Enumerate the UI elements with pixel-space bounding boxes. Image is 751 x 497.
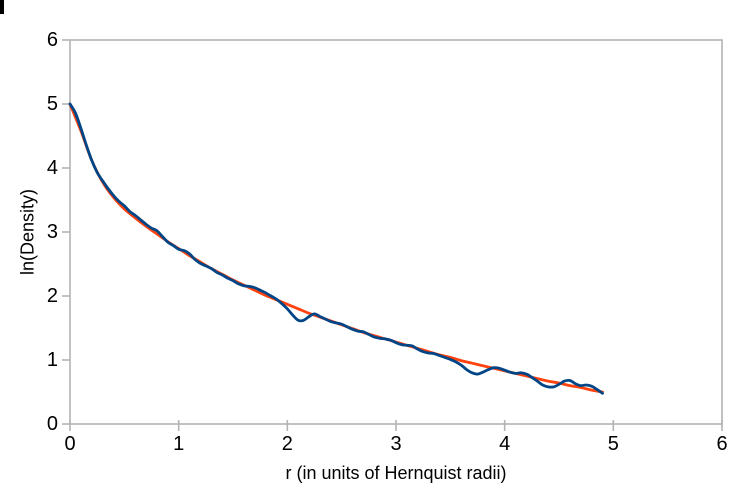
y-tick-label: 5: [46, 93, 58, 115]
plot-frame: [69, 39, 723, 425]
x-axis-title: r (in units of Hernquist radii): [285, 463, 507, 483]
y-tick-label: 1: [46, 349, 58, 371]
window-edge-artifact: [0, 0, 4, 14]
x-tick-label: 1: [173, 433, 185, 455]
x-tick-label: 2: [281, 433, 293, 455]
x-tick-label: 3: [390, 433, 402, 455]
x-tick-label: 5: [607, 433, 619, 455]
y-tick-label: 4: [46, 157, 58, 179]
y-tick-label: 2: [46, 285, 58, 307]
x-tick-label: 6: [716, 433, 728, 455]
y-tick-label: 0: [46, 413, 58, 435]
y-tick-label: 3: [46, 221, 58, 243]
y-axis-title: ln(Density): [17, 188, 38, 276]
series-line-noisy-measured-profile: [68, 102, 604, 395]
x-tick-label: 0: [64, 433, 76, 455]
series-line-smooth-fit-curve: [68, 102, 604, 394]
y-tick-label: 6: [46, 29, 58, 51]
x-tick-label: 4: [499, 433, 511, 455]
